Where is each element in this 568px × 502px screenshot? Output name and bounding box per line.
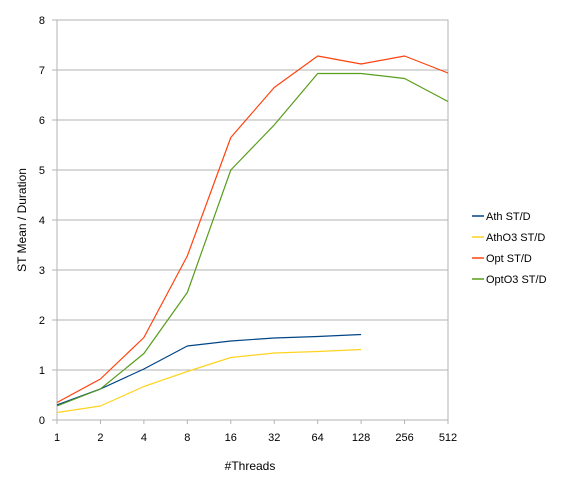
x-tick-label: 32 — [268, 432, 280, 444]
y-tick-label: 7 — [39, 65, 45, 77]
legend-label: Ath ST/D — [486, 211, 531, 223]
series-line-4 — [56, 72, 449, 407]
y-tick-label: 0 — [39, 415, 45, 427]
y-tick-label: 6 — [39, 115, 45, 127]
y-axis-title: ST Mean / Duration — [15, 168, 29, 272]
legend: Ath ST/D AthO3 ST/D Opt ST/D OptO3 ST/D — [472, 211, 547, 286]
plot-area-border — [56, 19, 449, 421]
x-tick-label: 2 — [97, 432, 103, 444]
x-tick-label: 16 — [225, 432, 237, 444]
x-axis-title: #Threads — [225, 459, 276, 473]
x-tick-label: 8 — [184, 432, 190, 444]
y-tick-label: 8 — [39, 15, 45, 27]
y-tick-label: 5 — [39, 165, 45, 177]
series-lines — [56, 55, 449, 414]
legend-label: Opt ST/D — [486, 253, 532, 265]
axes — [52, 19, 449, 424]
x-tick-label: 128 — [352, 432, 370, 444]
x-tick-label: 256 — [395, 432, 413, 444]
y-tick-label: 1 — [39, 365, 45, 377]
grid-lines — [57, 19, 448, 421]
legend-label: OptO3 ST/D — [486, 274, 547, 286]
x-tick-label: 4 — [141, 432, 147, 444]
series-line-3 — [56, 55, 449, 404]
y-tick-label: 3 — [39, 265, 45, 277]
x-tick-label: 1 — [54, 432, 60, 444]
series-line-2 — [56, 348, 362, 414]
x-tick-label: 512 — [439, 432, 457, 444]
series-line-1 — [56, 333, 362, 406]
x-tick-label: 64 — [312, 432, 324, 444]
y-tick-label: 2 — [39, 315, 45, 327]
legend-label: AthO3 ST/D — [486, 232, 545, 244]
y-tick-label: 4 — [39, 215, 45, 227]
